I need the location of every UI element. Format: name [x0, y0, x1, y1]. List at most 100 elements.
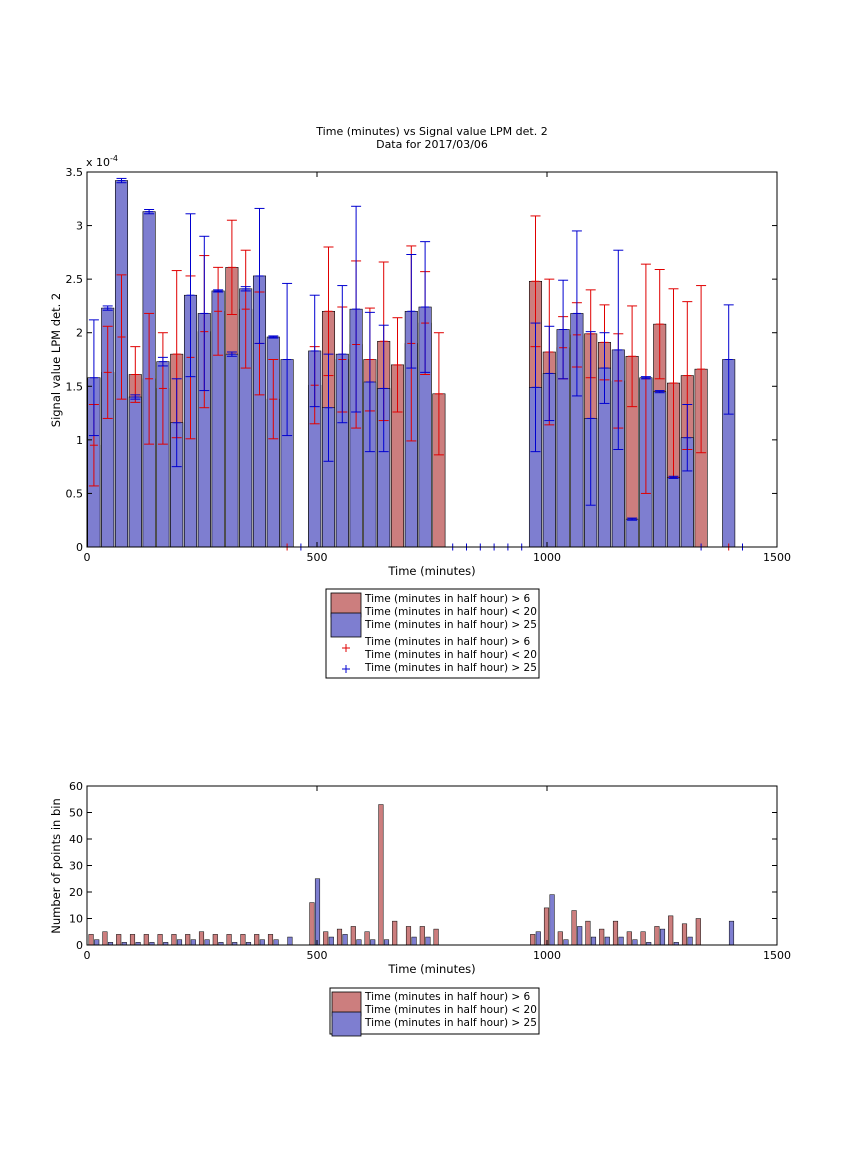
count-blue-bar-19	[370, 939, 376, 946]
count-y-tick-label-2: 20	[69, 886, 83, 899]
blue-errorbar-31	[613, 249, 624, 450]
count-blue-bar-17	[342, 934, 348, 946]
legend-swatch-blue-bar	[330, 612, 362, 638]
count-red-bar-3	[129, 934, 136, 946]
count-x-axis-label: Time (minutes)	[387, 962, 475, 976]
blue-errorbar-16	[323, 353, 334, 462]
blue-errorbar-5	[157, 356, 168, 367]
blue-errorbar-20	[378, 324, 389, 453]
count-red-bar-16	[323, 931, 329, 946]
count-blue-bar-34	[659, 928, 666, 946]
count-blue-bar-20	[383, 939, 390, 946]
signal-y-tick-label-6: 3	[76, 220, 83, 233]
count-blue-bar-14	[287, 936, 293, 946]
count-red-bar-2	[116, 934, 122, 946]
blue-errorbar-1	[102, 305, 113, 311]
signal-y-tick-label-1: 0.5	[66, 487, 84, 500]
red-errorbar-21	[392, 317, 403, 413]
count-y-tick-label-4: 40	[69, 833, 83, 846]
count-legend-entry-1: Time (minutes in half hour) > 6	[364, 991, 531, 1003]
red-errorbar-5	[157, 332, 168, 445]
count-blue-bar-30	[604, 936, 610, 946]
signal-plot-frame	[86, 171, 778, 548]
signal-chart: Time (minutes) vs Signal value LPM det. …	[49, 125, 791, 679]
blue-bar-3	[128, 396, 142, 548]
blue-errorbar-10	[226, 351, 237, 357]
count-y-tick-label-5: 50	[69, 807, 83, 820]
blue-errorbar-2	[116, 177, 127, 184]
count-y-axis-label: Number of points in bin	[49, 798, 63, 934]
blue-errorbar-36	[682, 404, 693, 472]
red-errorbar-13	[268, 359, 279, 440]
signal-y-tick-label-3: 1.5	[66, 380, 84, 393]
count-blue-bar-39	[728, 920, 735, 946]
signal-x-tick-label-2: 1000	[533, 551, 561, 564]
count-red-bar-10	[226, 934, 232, 946]
blue-errorbar-35	[668, 475, 679, 479]
blue-errorbar-7	[185, 213, 196, 378]
red-errorbar-32	[627, 305, 638, 408]
blue-errorbar-23	[420, 241, 431, 373]
count-blue-bar-16	[328, 936, 334, 946]
count-red-bar-18	[350, 926, 356, 946]
signal-chart-subtitle: Data for 2017/03/06	[376, 138, 488, 151]
blue-errorbar-6	[171, 378, 182, 468]
count-red-bar-33	[640, 931, 646, 946]
count-red-bar-34	[654, 926, 660, 946]
red-errorbar-3	[130, 346, 141, 403]
count-red-bar-29	[585, 920, 591, 946]
blue-errorbar-9	[213, 289, 224, 293]
red-errorbar-2	[116, 274, 127, 400]
red-errorbar-24	[433, 332, 444, 456]
count-red-bar-28	[571, 910, 577, 946]
signal-x-tick-label-1: 500	[307, 551, 328, 564]
count-blue-bar-8	[204, 939, 210, 946]
count-legend-entry-3: Time (minutes in half hour) > 25	[364, 1017, 537, 1029]
count-red-bar-12	[254, 934, 260, 946]
count-blue-bar-22	[411, 936, 417, 946]
signal-y-tick-label-5: 2.5	[66, 273, 84, 286]
count-blue-bar-0	[94, 939, 100, 946]
count-red-bar-20	[378, 804, 384, 946]
signal-chart-title: Time (minutes) vs Signal value LPM det. …	[315, 125, 547, 138]
blue-errorbar-29	[585, 331, 596, 506]
blue-errorbar-8	[199, 235, 210, 392]
count-blue-bar-29	[590, 936, 597, 946]
count-blue-bar-18	[356, 939, 362, 946]
count-red-bar-32	[626, 931, 632, 946]
count-bars	[88, 804, 735, 946]
count-x-tick-label-2: 1000	[533, 949, 561, 962]
blue-errorbar-39	[723, 304, 734, 415]
count-legend-entry-2: Time (minutes in half hour) < 20	[364, 1004, 537, 1016]
count-blue-bar-31	[618, 936, 624, 946]
count-red-bar-35	[668, 915, 674, 946]
blue-errorbar-15	[309, 294, 320, 408]
signal-legend-entry-2: Time (minutes in half hour) < 20	[364, 606, 537, 618]
count-red-bar-21	[392, 920, 398, 946]
blue-errorbar-30	[599, 332, 610, 404]
count-blue-bar-13	[273, 939, 279, 946]
y-multiplier-label: x 10-4	[86, 154, 118, 169]
signal-x-tick-label-0: 0	[84, 551, 91, 564]
legend-marker-blue-plus	[342, 665, 350, 673]
count-red-bar-4	[143, 934, 149, 946]
blue-errorbar-19	[364, 311, 375, 453]
blue-errorbar-17	[337, 285, 348, 424]
red-errorbar-1	[102, 325, 113, 419]
signal-y-axis-label: Signal value LPM det. 2	[49, 293, 63, 427]
count-x-ticks: 0 500 1000 1500	[84, 786, 791, 962]
count-y-tick-label-6: 60	[69, 780, 83, 793]
blue-errorbar-11	[240, 286, 251, 292]
count-blue-bar-36	[687, 936, 693, 946]
y-multiplier-base: x 10	[86, 156, 110, 169]
blue-errorbar-13	[268, 335, 279, 339]
red-errorbar-9	[213, 266, 224, 356]
count-red-bar-25	[530, 934, 536, 946]
blue-errorbar-0	[88, 319, 99, 437]
y-multiplier-exponent: -4	[110, 154, 118, 163]
count-red-bar-30	[599, 928, 605, 946]
count-red-bar-24	[433, 928, 439, 946]
red-errorbar-4	[144, 312, 155, 445]
